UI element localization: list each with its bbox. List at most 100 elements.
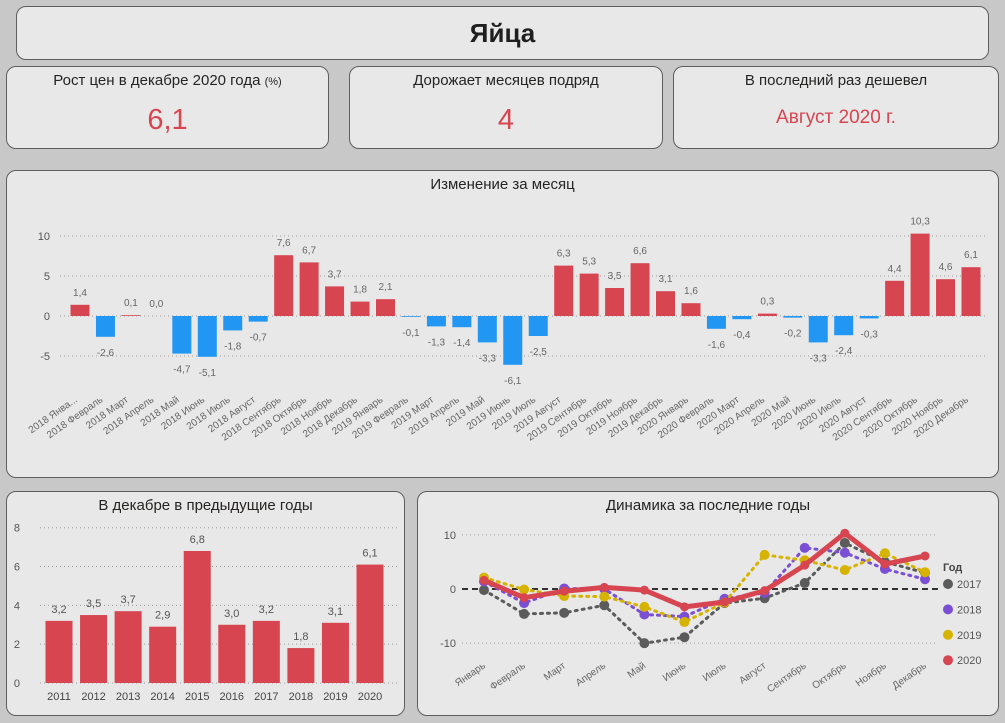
bar[interactable]: [149, 626, 177, 683]
data-point[interactable]: [479, 585, 489, 596]
bar[interactable]: [757, 313, 777, 316]
data-point[interactable]: [519, 608, 530, 619]
data-point[interactable]: [639, 585, 649, 595]
data-point[interactable]: [840, 528, 850, 538]
bar[interactable]: [528, 316, 548, 336]
data-point[interactable]: [839, 537, 850, 548]
data-point[interactable]: [559, 586, 569, 596]
y-tick-label: 4: [14, 600, 20, 612]
data-point[interactable]: [679, 632, 690, 643]
bar[interactable]: [274, 255, 294, 316]
data-point[interactable]: [760, 586, 770, 596]
bar[interactable]: [834, 316, 854, 336]
legend-marker: [943, 604, 953, 615]
data-label: 10,3: [910, 217, 930, 228]
bar[interactable]: [172, 316, 192, 354]
data-point[interactable]: [799, 578, 810, 589]
y-tick-label: 10: [444, 530, 456, 542]
data-point[interactable]: [880, 559, 890, 569]
chart-title: Изменение за месяц: [430, 176, 575, 193]
data-point[interactable]: [599, 591, 610, 602]
x-tick-label: Сентябрь: [765, 660, 809, 696]
bar[interactable]: [452, 316, 472, 328]
data-point[interactable]: [879, 548, 890, 559]
bar[interactable]: [223, 316, 243, 331]
data-point[interactable]: [599, 582, 609, 592]
data-label: 4,6: [939, 262, 953, 273]
legend-item[interactable]: 2019: [943, 629, 981, 642]
x-tick-label: 2020: [358, 691, 382, 703]
data-point[interactable]: [679, 602, 689, 612]
bar[interactable]: [681, 303, 701, 316]
data-point[interactable]: [679, 617, 690, 628]
bar[interactable]: [197, 316, 217, 357]
bar[interactable]: [732, 316, 752, 320]
bar[interactable]: [783, 316, 803, 318]
bar[interactable]: [426, 316, 446, 327]
bar[interactable]: [248, 316, 268, 322]
data-point[interactable]: [519, 584, 530, 595]
data-point[interactable]: [519, 593, 529, 603]
data-point[interactable]: [839, 547, 850, 558]
bar[interactable]: [183, 551, 211, 683]
data-label: -1,3: [428, 337, 446, 348]
data-point[interactable]: [559, 607, 570, 618]
bar[interactable]: [375, 299, 395, 316]
data-point[interactable]: [599, 600, 610, 611]
data-point[interactable]: [800, 560, 810, 570]
bar[interactable]: [114, 611, 142, 683]
bar[interactable]: [95, 316, 115, 337]
data-label: 3,2: [259, 604, 274, 616]
data-label: 6,1: [362, 548, 377, 560]
legend-item[interactable]: 2017: [943, 579, 981, 591]
x-tick-label: Июнь: [661, 660, 688, 684]
data-point[interactable]: [639, 609, 650, 620]
bar[interactable]: [70, 304, 90, 316]
series-line-2020[interactable]: [479, 528, 930, 612]
data-point[interactable]: [720, 597, 730, 607]
data-point[interactable]: [639, 601, 650, 612]
bar[interactable]: [554, 265, 574, 316]
bar[interactable]: [477, 316, 497, 343]
bar[interactable]: [252, 620, 280, 683]
data-point[interactable]: [799, 542, 810, 553]
bar[interactable]: [287, 648, 315, 683]
legend-item[interactable]: 2018: [943, 604, 981, 616]
bar[interactable]: [961, 267, 981, 316]
data-label: 5,3: [582, 257, 596, 268]
x-tick-label: 2016: [220, 691, 244, 703]
bar[interactable]: [605, 288, 625, 316]
bar[interactable]: [706, 316, 726, 329]
bar[interactable]: [885, 280, 905, 316]
page-title-card: Яйца: [16, 6, 989, 60]
data-point[interactable]: [920, 567, 930, 578]
data-point[interactable]: [639, 638, 650, 649]
data-point[interactable]: [839, 565, 850, 576]
bar[interactable]: [45, 620, 73, 683]
bar[interactable]: [656, 291, 676, 316]
bar[interactable]: [503, 316, 523, 365]
series-line-2018[interactable]: [479, 542, 930, 622]
bar[interactable]: [121, 315, 141, 316]
bar[interactable]: [859, 316, 879, 319]
bar[interactable]: [218, 624, 246, 683]
bar[interactable]: [321, 622, 349, 683]
bar[interactable]: [299, 262, 319, 316]
bar[interactable]: [325, 286, 345, 316]
x-tick-label: 2011: [47, 691, 71, 703]
data-point[interactable]: [920, 551, 930, 561]
bar[interactable]: [579, 273, 599, 316]
data-point[interactable]: [759, 549, 770, 560]
bar[interactable]: [80, 615, 108, 683]
bar[interactable]: [401, 316, 421, 317]
data-point[interactable]: [920, 574, 930, 585]
bar[interactable]: [350, 301, 370, 316]
bar[interactable]: [630, 263, 650, 316]
bar[interactable]: [356, 564, 384, 683]
bar[interactable]: [910, 233, 930, 316]
bar[interactable]: [808, 316, 828, 343]
bar[interactable]: [936, 279, 956, 316]
legend-item[interactable]: 2020: [943, 655, 981, 667]
data-point[interactable]: [479, 575, 489, 585]
